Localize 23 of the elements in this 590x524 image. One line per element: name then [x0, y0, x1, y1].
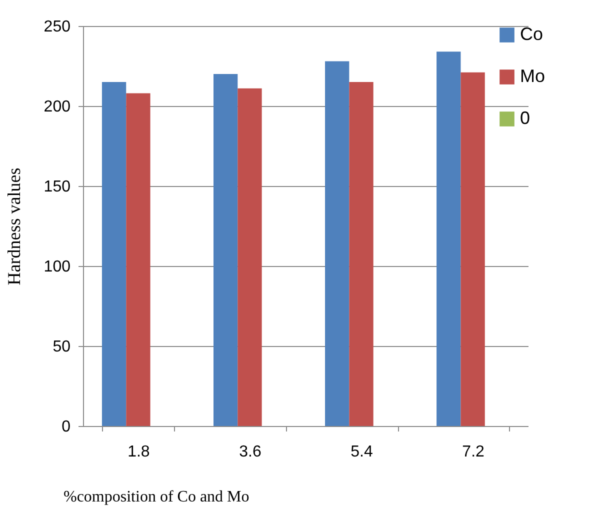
y-tick-label: 250 [44, 18, 71, 36]
legend-label: Co [520, 24, 544, 44]
x-tick-label: 7.2 [462, 444, 485, 460]
bar [460, 72, 485, 426]
y-axis-title: Hardness values [4, 168, 24, 286]
bar [436, 52, 461, 426]
y-tick-label: 0 [62, 418, 71, 436]
legend-label: 0 [520, 108, 530, 128]
x-tick-label: 3.6 [239, 444, 262, 460]
x-axis-title: %composition of Co and Mo [64, 488, 250, 506]
y-tick-label: 50 [52, 338, 71, 356]
y-tick-label: 200 [44, 98, 71, 116]
bar [325, 61, 350, 426]
y-tick-label: 100 [44, 258, 71, 276]
legend-label: Mo [520, 66, 546, 86]
bar [102, 82, 126, 426]
x-tick-label: 5.4 [350, 444, 373, 460]
bar [213, 74, 238, 426]
bar [238, 88, 262, 426]
y-tick-label: 150 [44, 178, 71, 196]
bar [126, 93, 150, 426]
x-tick-label: 1.8 [128, 444, 150, 460]
bar [349, 82, 374, 426]
